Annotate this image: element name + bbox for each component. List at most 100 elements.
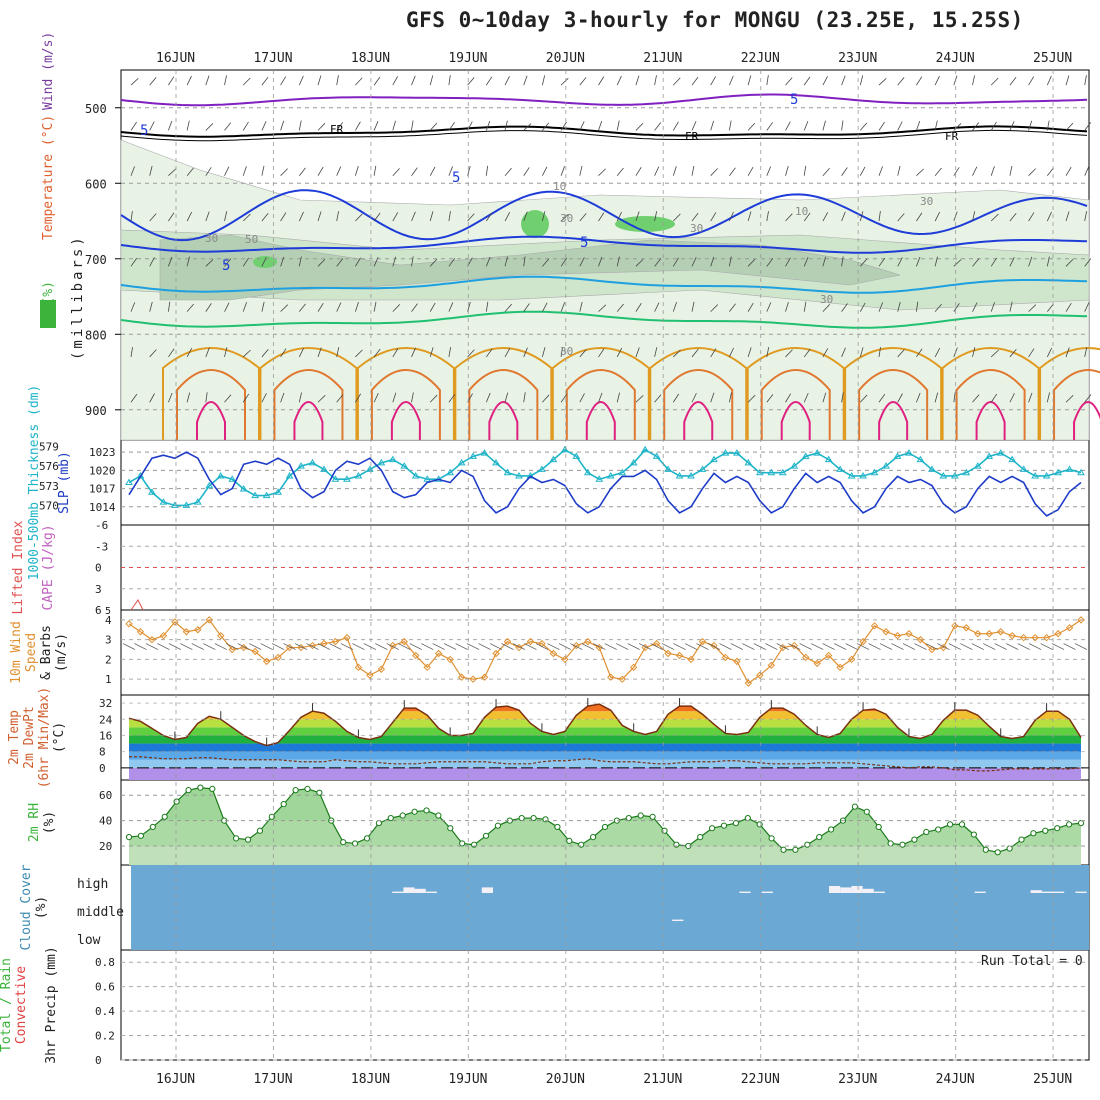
- rh-marker: [256, 827, 263, 834]
- wind-barb: [860, 258, 868, 267]
- wind-barb: [560, 393, 568, 403]
- wind-barb: [504, 303, 512, 312]
- wind-speed-marker: [171, 618, 179, 626]
- wind-barb: [130, 77, 139, 86]
- wind-barb: [654, 166, 660, 176]
- wind-speed-marker: [561, 655, 569, 664]
- cloud-bar-high: [1053, 891, 1065, 893]
- rh-marker: [732, 820, 740, 827]
- wind-barb: [411, 256, 414, 267]
- wind-barb: [822, 120, 826, 131]
- axis-label-text: 2m Temp: [7, 710, 22, 765]
- wind-barb-10m: [478, 643, 491, 650]
- rh2m-axis-label: 2m RH: [27, 803, 42, 842]
- temp-contour-arch: [1039, 347, 1100, 440]
- wind-barb: [673, 349, 681, 358]
- wind-barb: [859, 166, 866, 176]
- axis-label-text: (%): [42, 811, 57, 834]
- rh-marker: [209, 785, 216, 792]
- temp-contour-arch: [1053, 369, 1100, 440]
- wind-barb: [822, 392, 827, 403]
- wind-speed-marker: [1008, 631, 1016, 640]
- wind-barb: [878, 257, 886, 267]
- wind-barb: [953, 259, 962, 267]
- wind-barb: [822, 256, 827, 267]
- wind-barb: [673, 77, 681, 86]
- wind-speed-marker: [1031, 633, 1039, 642]
- wind-speed-marker: [549, 649, 558, 658]
- wind-barb: [261, 301, 265, 312]
- thickness-marker: [641, 445, 650, 453]
- thickness-marker: [125, 478, 133, 485]
- wind-barb: [448, 75, 451, 86]
- thickness-marker: [790, 462, 799, 469]
- wind-barb-10m: [570, 643, 583, 650]
- rh-marker: [280, 801, 287, 808]
- wind-speed-marker: [985, 630, 993, 638]
- wind-barb-10m: [512, 643, 526, 650]
- wind-speed-marker: [905, 630, 913, 638]
- wind-barb: [803, 76, 811, 86]
- axis-label-text: (°C): [52, 722, 67, 753]
- wind-barb: [523, 123, 532, 131]
- wind-barb: [373, 76, 381, 86]
- wind-barb: [336, 166, 342, 176]
- wind-barb: [149, 121, 155, 131]
- wind-barb: [130, 166, 135, 176]
- wind-speed-marker: [239, 643, 248, 652]
- wind-barb-10m: [650, 643, 663, 650]
- wind-speed-marker: [1019, 633, 1028, 642]
- wind-barb-10m: [925, 643, 939, 650]
- wind-barb: [934, 347, 941, 358]
- wind-barb: [710, 212, 717, 222]
- slp-tick-label: 1023: [89, 446, 116, 459]
- pressure-tick-label: 500: [85, 102, 107, 116]
- rh-marker: [958, 821, 966, 828]
- temp-contour-arch: [162, 347, 260, 440]
- wind-barb: [373, 393, 379, 403]
- wind-barb: [448, 211, 451, 222]
- wind-barb: [168, 212, 175, 222]
- wind-barb: [1028, 76, 1035, 86]
- wind-barb: [691, 301, 695, 312]
- wind-speed-marker: [756, 671, 764, 679]
- thickness-marker: [1077, 468, 1085, 476]
- temp-contour-arch: [941, 347, 1040, 440]
- wind-barb-10m: [1063, 643, 1076, 650]
- wind-speed-marker: [446, 655, 454, 664]
- wind-barb: [616, 347, 623, 358]
- wind-speed-marker: [675, 651, 684, 660]
- temp-contour-arch: [780, 401, 811, 440]
- wind-barb: [598, 392, 603, 403]
- wind-barb: [504, 212, 511, 222]
- wind-barb: [224, 302, 230, 312]
- thickness-marker: [606, 471, 615, 479]
- thickness-marker: [1054, 468, 1062, 476]
- wind-barb-10m: [788, 643, 801, 650]
- thickness-marker: [274, 488, 282, 495]
- wind-barb: [766, 166, 772, 176]
- wind-barb: [841, 347, 846, 358]
- wind-barb-10m: [214, 643, 227, 650]
- wind-barb: [373, 257, 379, 267]
- wind-speed-marker: [870, 622, 879, 630]
- wind-barb: [934, 392, 939, 403]
- date-label-top: 21JUN: [643, 51, 682, 66]
- wind-speed-marker: [343, 633, 351, 642]
- wind-barb: [523, 347, 528, 358]
- wind-barb: [224, 75, 227, 86]
- axis-label-text: 3hr Precip (mm): [44, 946, 59, 1063]
- rh-marker: [720, 822, 728, 829]
- thickness-marker: [515, 471, 523, 479]
- wind-speed-marker: [698, 637, 707, 646]
- wind-barb: [878, 211, 881, 222]
- wind-barb: [990, 302, 995, 312]
- thickness-marker: [813, 449, 822, 456]
- wind-barb: [859, 75, 864, 86]
- wind-barb: [878, 393, 886, 403]
- wind-barb: [336, 211, 339, 222]
- wind-barb: [747, 166, 754, 176]
- thickness-marker: [572, 452, 581, 459]
- contour-label: 5: [580, 235, 588, 251]
- li-spike: [130, 599, 144, 611]
